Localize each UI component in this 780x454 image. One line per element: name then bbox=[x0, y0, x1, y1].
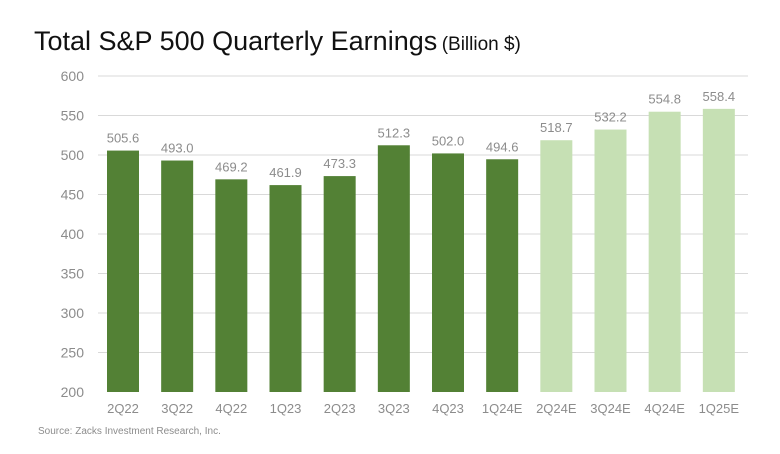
y-tick-label: 300 bbox=[61, 305, 85, 321]
y-tick-label: 600 bbox=[61, 68, 85, 84]
x-tick-label: 2Q24E bbox=[536, 401, 577, 416]
x-tick-label: 3Q23 bbox=[378, 401, 410, 416]
bar-value-label: 512.3 bbox=[378, 125, 411, 140]
bar bbox=[432, 153, 464, 392]
chart-title-unit: (Billion $) bbox=[441, 34, 521, 55]
bar bbox=[486, 159, 519, 392]
bar bbox=[161, 160, 194, 392]
bar bbox=[269, 185, 302, 392]
bar bbox=[648, 111, 681, 392]
x-tick-label: 3Q22 bbox=[161, 401, 193, 416]
chart-title: Total S&P 500 Quarterly Earnings (Billio… bbox=[34, 26, 521, 57]
x-tick-label: 1Q25E bbox=[699, 401, 740, 416]
x-tick-label: 2Q22 bbox=[107, 401, 139, 416]
bar-value-label: 554.8 bbox=[648, 92, 681, 107]
bar-value-label: 461.9 bbox=[269, 165, 302, 180]
bar bbox=[215, 179, 248, 392]
bar-value-label: 473.3 bbox=[323, 156, 356, 171]
y-tick-label: 550 bbox=[61, 108, 85, 124]
x-tick-label: 4Q22 bbox=[215, 401, 247, 416]
y-tick-label: 500 bbox=[61, 147, 85, 163]
y-tick-label: 250 bbox=[61, 345, 85, 361]
x-tick-label: 3Q24E bbox=[590, 401, 631, 416]
chart-title-text: Total S&P 500 Quarterly Earnings bbox=[34, 26, 438, 56]
gridlines bbox=[98, 75, 748, 353]
bar bbox=[323, 176, 356, 392]
x-tick-label: 4Q24E bbox=[644, 401, 685, 416]
bar-value-label: 469.2 bbox=[215, 159, 248, 174]
y-tick-label: 350 bbox=[61, 266, 85, 282]
value-labels: 505.6 493.0 469.2 461.9 473.3 512.3 502.0 494.6… bbox=[107, 89, 735, 180]
bar-value-label: 558.4 bbox=[703, 89, 736, 104]
y-tick-label: 450 bbox=[61, 187, 85, 203]
bars bbox=[107, 108, 735, 392]
x-tick-label: 4Q23 bbox=[432, 401, 464, 416]
bar-value-label: 532.2 bbox=[594, 110, 627, 125]
x-axis-ticks: 2Q22 3Q22 4Q22 1Q23 2Q23 3Q23 4Q23 1Q24E 2Q24E 3Q… bbox=[107, 401, 739, 416]
x-tick-label: 1Q23 bbox=[270, 401, 302, 416]
source-note: Source: Zacks Investment Research, Inc. bbox=[38, 426, 221, 437]
y-tick-label: 400 bbox=[61, 226, 85, 242]
bar bbox=[594, 129, 627, 392]
bar-value-label: 518.7 bbox=[540, 120, 573, 135]
bar-value-label: 505.6 bbox=[107, 131, 140, 146]
y-tick-label: 200 bbox=[61, 384, 85, 400]
bar bbox=[540, 140, 573, 392]
y-axis-ticks: 200 250 300 350 400 450 500 550 600 bbox=[61, 68, 85, 400]
bar bbox=[107, 150, 139, 392]
x-tick-label: 1Q24E bbox=[482, 401, 523, 416]
bar-value-label: 493.0 bbox=[161, 141, 194, 156]
x-tick-label: 2Q23 bbox=[324, 401, 356, 416]
bar-value-label: 502.0 bbox=[432, 133, 465, 148]
bar bbox=[702, 108, 735, 392]
bar bbox=[377, 145, 410, 392]
bar-value-label: 494.6 bbox=[486, 139, 519, 154]
